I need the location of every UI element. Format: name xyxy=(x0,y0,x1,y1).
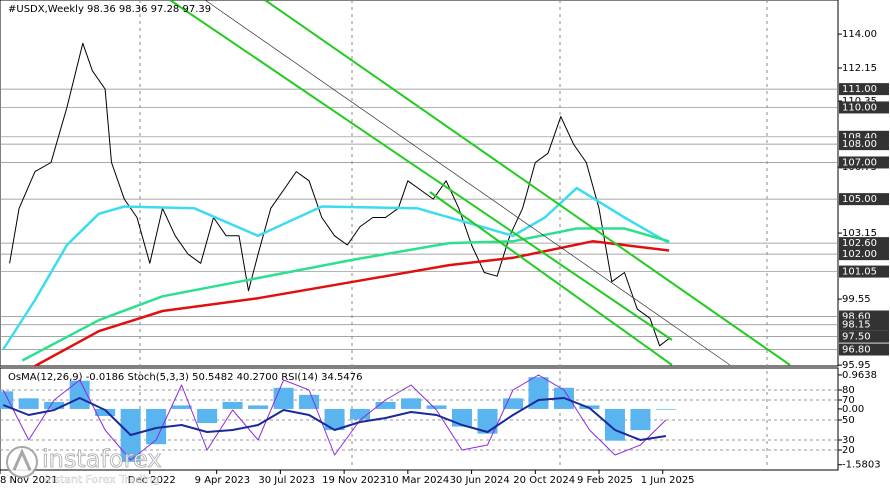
bar xyxy=(95,408,116,416)
bar xyxy=(630,408,651,431)
level-box xyxy=(839,101,889,114)
y-tick-label: 50 xyxy=(842,415,855,426)
x-tick-label: 10 Mar 2024 xyxy=(386,475,449,486)
level-label: 101.05 xyxy=(842,267,877,278)
bar xyxy=(44,401,65,409)
level-box xyxy=(839,330,889,343)
x-tick-label: 20 Oct 2024 xyxy=(513,475,575,486)
series-line xyxy=(34,240,670,368)
y-tick-label: -1.5803 xyxy=(842,460,881,471)
series-line xyxy=(2,374,667,461)
level-box xyxy=(839,318,889,331)
x-tick-label: 1 Jun 2025 xyxy=(641,475,695,486)
level-label: 98.60 xyxy=(842,311,871,322)
watermark-tagline: Instant Forex Trading xyxy=(44,473,160,486)
bar xyxy=(655,408,676,410)
bar xyxy=(401,398,422,409)
watermark-brand: instaforex xyxy=(42,445,162,473)
level-label: 105.00 xyxy=(842,194,877,205)
level-label: 102.60 xyxy=(842,238,877,249)
bar xyxy=(18,398,39,409)
bar xyxy=(273,387,294,409)
y-tick-label: 70 xyxy=(842,395,855,406)
bar xyxy=(69,380,90,409)
bar xyxy=(197,408,218,424)
level-label: 102.00 xyxy=(842,249,877,260)
bar xyxy=(146,408,167,445)
trend-channel xyxy=(169,0,791,366)
bar xyxy=(426,405,447,409)
level-label: 108.40 xyxy=(842,132,877,143)
y-tick-label: 80 xyxy=(842,385,855,396)
bar xyxy=(0,391,14,409)
bar xyxy=(171,405,192,409)
level-label: 108.00 xyxy=(842,139,877,150)
y-tick-label: 99.55 xyxy=(842,294,871,305)
bar xyxy=(350,408,371,420)
x-tick-label: 30 Jun 2024 xyxy=(450,475,510,486)
bar xyxy=(502,398,523,409)
level-label: 107.00 xyxy=(842,157,877,168)
x-tick-label: Dec 2022 xyxy=(128,475,176,486)
y-tick-label: 0.00 xyxy=(842,404,864,415)
series-line xyxy=(2,397,667,441)
level-box xyxy=(839,248,889,261)
x-tick-label: 9 Feb 2025 xyxy=(577,475,633,486)
bar xyxy=(222,401,243,409)
series-line xyxy=(9,42,670,347)
oscillator-title: OsMA(12,26,9) -0.0186 Stoch(5,3,3) 50.54… xyxy=(8,372,363,383)
y-tick-label: 95.95 xyxy=(842,360,871,371)
level-box xyxy=(839,237,889,250)
y-tick-label: 20 xyxy=(842,445,855,456)
y-tick-label: 30 xyxy=(842,435,855,446)
x-tick-label: 8 Nov 2021 xyxy=(0,475,58,486)
x-tick-label: 19 Nov 2023 xyxy=(322,475,386,486)
level-label: 97.50 xyxy=(842,332,871,343)
bar xyxy=(528,377,549,409)
level-label: 98.15 xyxy=(842,320,871,331)
chart-title: #USDX,Weekly 98.36 98.36 97.28 97.39 xyxy=(8,4,211,15)
y-tick-label: 112.15 xyxy=(842,63,877,74)
bar xyxy=(375,401,396,409)
bar xyxy=(299,394,320,409)
bar xyxy=(248,405,269,409)
y-tick-label: 103.15 xyxy=(842,228,877,239)
period-separators xyxy=(139,0,768,470)
level-label: 111.00 xyxy=(842,84,877,95)
level-label: 110.00 xyxy=(842,102,877,113)
series-line xyxy=(2,186,670,351)
bar xyxy=(324,408,345,431)
level-box xyxy=(839,83,889,96)
level-box xyxy=(839,265,889,278)
level-label: 96.80 xyxy=(842,344,871,355)
level-box xyxy=(839,193,889,206)
watermark: instaforex Instant Forex Trading xyxy=(6,445,162,486)
y-tick-label: 0.9638 xyxy=(842,370,877,381)
y-tick-label: 114.00 xyxy=(842,29,877,40)
x-tick-label: 30 Jul 2023 xyxy=(258,475,315,486)
series-line xyxy=(21,227,670,362)
level-box xyxy=(839,343,889,356)
level-box xyxy=(839,138,889,151)
main-layer: 114.00112.15110.35106.75103.1599.5595.95… xyxy=(0,29,889,486)
x-tick-label: 9 Apr 2023 xyxy=(195,475,250,486)
level-box xyxy=(839,156,889,169)
